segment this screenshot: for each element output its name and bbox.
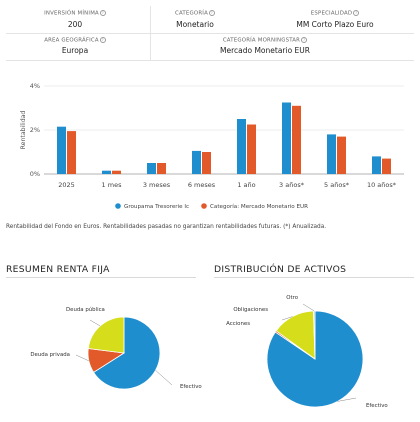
x-tick-label: 6 meses	[188, 181, 216, 189]
pie-slice	[93, 316, 161, 390]
bar	[372, 156, 381, 174]
x-tick-label: 3 meses	[143, 181, 171, 189]
info-divider-v1	[150, 6, 151, 60]
question-circle-icon[interactable]: ?	[208, 10, 215, 16]
min-investment-label: INVERSIÓN MÍNIMA?	[44, 10, 106, 17]
bar-chart-x-labels: 2025 1 mes 3 meses 6 meses 1 año 3 años* 5 año…	[58, 181, 397, 189]
bar	[102, 170, 111, 174]
legend-label: Groupama Tresorerie Ic	[124, 204, 189, 210]
pie-leader-line	[302, 303, 315, 312]
bar	[202, 152, 211, 174]
bar	[247, 124, 256, 174]
pie-leader-line	[155, 370, 173, 386]
legend-marker	[115, 203, 121, 209]
pie-slice	[266, 310, 364, 408]
pie-leader-line	[75, 354, 89, 362]
x-tick-label: 1 año	[237, 181, 255, 189]
info-divider-top	[6, 33, 414, 34]
bar	[337, 136, 346, 174]
bar	[157, 163, 166, 174]
pie-leader-line	[281, 316, 293, 321]
category-label: CATEGORÍA?	[175, 10, 215, 17]
legend-marker	[201, 203, 207, 209]
legend-label: Categoría: Mercado Monetario EUR	[210, 203, 308, 210]
bar	[57, 126, 66, 174]
specialty-value: MM Corto Plazo Euro	[296, 20, 374, 29]
question-circle-icon[interactable]: ?	[99, 10, 106, 16]
pie-leader-line	[89, 319, 101, 327]
geographic-area-value: Europa	[61, 46, 89, 55]
bar-chart-grid	[44, 85, 404, 175]
specialty-label: ESPECIALIDAD?	[310, 10, 360, 17]
pie-label: Deuda privada	[30, 352, 70, 358]
pie-label: Obligaciones	[233, 307, 268, 313]
bar	[292, 105, 301, 174]
question-circle-icon[interactable]: ?	[99, 37, 106, 43]
pie-label: Efectivo	[366, 403, 388, 409]
fixed-income-pie-chart: Efectivo Deuda privada Deuda pública	[30, 306, 202, 390]
pie-label: Acciones	[226, 321, 250, 327]
y-tick-label: 0%	[30, 170, 40, 178]
x-tick-label: 2025	[58, 181, 75, 189]
bar	[67, 131, 76, 174]
y-tick-label: 4%	[30, 82, 40, 90]
asset-distribution-pie-chart: Efectivo Acciones Obligaciones Otro	[226, 295, 388, 409]
fixed-income-summary-title: RESUMEN RENTA FIJA	[6, 264, 110, 275]
morningstar-category-label: CATEGORÍA MORNINGSTAR?	[222, 37, 308, 44]
y-axis-title: Rentabilidad	[20, 111, 27, 150]
min-investment-value: 200	[67, 20, 83, 29]
bar-chart-axis: 0% 2% 4% Rentabilidad	[20, 82, 40, 178]
bar	[382, 158, 391, 174]
category-value: Monetario	[176, 20, 214, 29]
pie-label: Efectivo	[180, 384, 202, 390]
bar	[147, 163, 156, 174]
pie-label: Deuda pública	[66, 306, 105, 313]
asset-distribution-title: DISTRIBUCIÓN DE ACTIVOS	[214, 264, 347, 275]
question-circle-icon[interactable]: ?	[353, 10, 360, 16]
x-tick-label: 3 años*	[279, 181, 305, 189]
bar	[112, 170, 121, 174]
x-tick-label: 1 mes	[102, 181, 123, 189]
bar	[192, 150, 201, 174]
fixed-income-title-rule	[6, 277, 196, 278]
y-tick-label: 2%	[30, 126, 40, 134]
pie-leader-line	[337, 397, 357, 402]
pie-slice	[87, 316, 125, 354]
bar	[282, 102, 291, 174]
geographic-area-label: AREA GEOGRÁFICA?	[44, 37, 106, 44]
pie-label: Otro	[286, 295, 298, 301]
returns-footnote: Rentabilidad del Fondo en Euros. Rentabi…	[6, 224, 327, 230]
bar-chart-bars	[57, 102, 391, 174]
bar-chart-legend: Groupama Tresorerie Ic Categoría: Mercado…	[115, 203, 308, 210]
asset-distribution-title-rule	[214, 277, 414, 278]
x-tick-label: 5 años*	[324, 181, 350, 189]
morningstar-category-value: Mercado Monetario EUR	[220, 46, 310, 55]
question-circle-icon[interactable]: ?	[301, 37, 308, 43]
returns-bar-chart: 0% 2% 4% Rentabilidad 2025 1 mes 3 meses 6 mes…	[20, 82, 404, 210]
info-divider-bottom	[6, 60, 414, 61]
x-tick-label: 10 años*	[367, 181, 397, 189]
bar	[237, 119, 246, 174]
bar	[327, 134, 336, 174]
